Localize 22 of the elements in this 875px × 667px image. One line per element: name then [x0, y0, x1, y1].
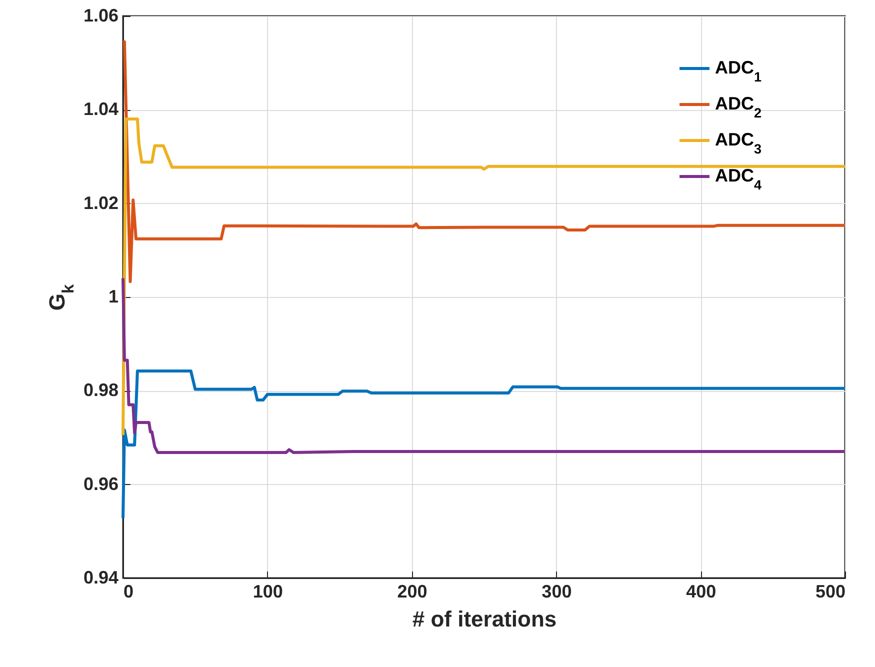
y-tick-label: 1.02 — [83, 192, 118, 213]
x-tick-label: 400 — [686, 582, 716, 602]
x-tick-label: 100 — [252, 582, 283, 602]
y-tick-label: 1.04 — [83, 99, 118, 120]
line-series — [122, 40, 846, 284]
legend-label: ADC$_{4}$ — [715, 166, 762, 192]
line-series — [122, 276, 846, 454]
x-tick-label: 500 — [815, 582, 846, 602]
x-tick-label: 0 — [124, 582, 134, 602]
legend-label: ADC$_{3}$ — [715, 130, 762, 156]
line-series — [122, 369, 846, 520]
x-axis-title: # of iterations — [412, 606, 557, 632]
x-tick-label: 200 — [397, 582, 428, 602]
y-tick-label: 0.94 — [83, 568, 118, 588]
y-tick-label: 1 — [108, 286, 118, 306]
legend-label: ADC$_{1}$ — [715, 58, 762, 84]
y-tick-label: 0.98 — [83, 380, 118, 400]
legend-label: ADC$_{2}$ — [715, 94, 762, 120]
line-series — [122, 118, 846, 437]
y-tick-label: 0.96 — [83, 474, 118, 494]
x-tick-label: 300 — [542, 582, 572, 602]
y-tick-label: 1.06 — [83, 6, 118, 26]
